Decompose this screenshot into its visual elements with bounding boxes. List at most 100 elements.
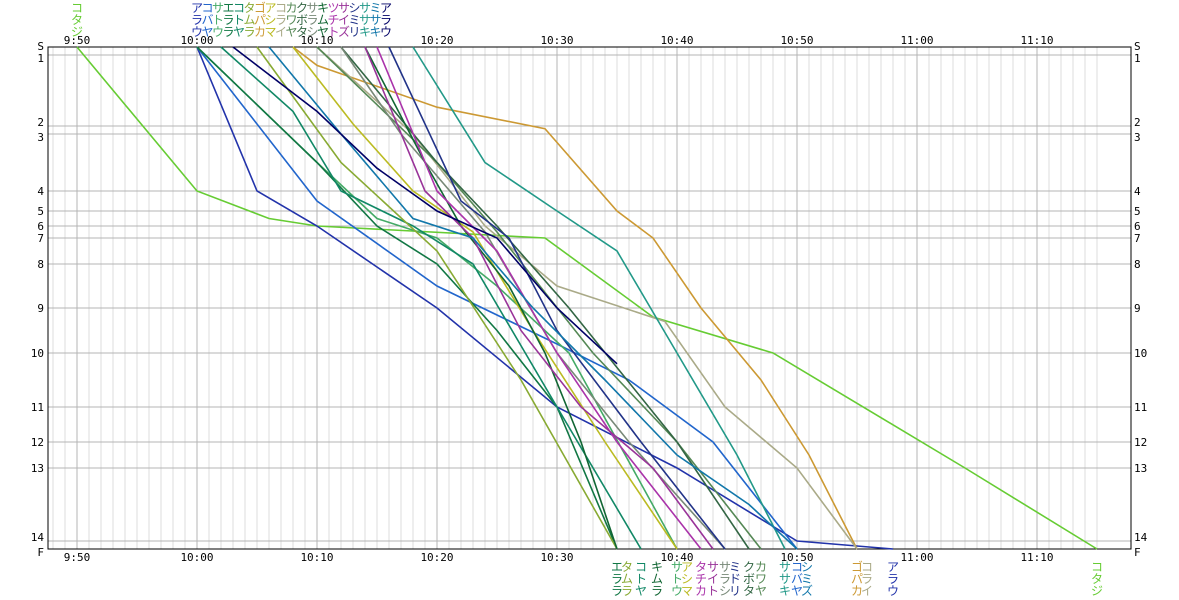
time-tick-label-bottom: 10:00 bbox=[180, 551, 213, 564]
start-name-char: シ bbox=[264, 13, 276, 27]
finish-name-char: シ bbox=[719, 584, 731, 598]
series-line-navy bbox=[232, 46, 618, 365]
start-name-char: イ bbox=[275, 25, 287, 39]
time-tick-label-bottom: 10:20 bbox=[420, 551, 453, 564]
start-name-char: ラ bbox=[243, 25, 255, 39]
time-tick-label-top: 10:40 bbox=[660, 34, 693, 47]
finish-name-char: シ bbox=[681, 572, 693, 586]
start-name-char: キ bbox=[369, 25, 381, 39]
station-label-left: 1 bbox=[37, 52, 44, 65]
start-name-char: マ bbox=[264, 25, 276, 39]
finish-name-char: ゴ bbox=[851, 559, 863, 574]
time-tick-labels: 9:50 9:50 10:00 10:00 10:10 10:10 10:20 10:20 10… bbox=[64, 34, 1054, 564]
finish-name-char: ボ bbox=[743, 572, 755, 586]
start-name-char: サ bbox=[359, 13, 371, 27]
station-label-right: S bbox=[1134, 40, 1141, 53]
finish-name-char: チ bbox=[695, 572, 707, 586]
series-line-koya bbox=[196, 46, 798, 550]
finish-name-char: イ bbox=[861, 584, 873, 598]
start-name-char: キ bbox=[317, 1, 329, 15]
finish-name-char: ラ bbox=[611, 584, 623, 598]
series-line-shimi bbox=[388, 46, 726, 550]
finish-name-char: サ bbox=[779, 560, 791, 574]
station-label-left: 13 bbox=[31, 462, 44, 475]
series-line-shikoya bbox=[268, 46, 798, 550]
grid-lines bbox=[47, 46, 1132, 550]
station-label-left: 7 bbox=[37, 232, 44, 245]
finish-name-char: ワ bbox=[755, 572, 767, 586]
start-name-char: ワ bbox=[285, 13, 297, 27]
start-name-char: ズ bbox=[338, 24, 350, 39]
station-label-left: 11 bbox=[31, 401, 44, 414]
finish-name-char: カ bbox=[755, 560, 767, 574]
station-label-left: 5 bbox=[37, 205, 44, 218]
start-name-char: サ bbox=[212, 1, 224, 15]
start-name-char: カ bbox=[254, 25, 266, 39]
start-name-char: サ bbox=[338, 1, 350, 15]
start-name-char: パ bbox=[254, 13, 266, 27]
series-line-sadoki bbox=[412, 46, 786, 550]
time-tick-label-bottom: 9:50 bbox=[64, 551, 91, 564]
start-name-char: タ bbox=[296, 25, 308, 39]
start-name-char: ボ bbox=[296, 13, 308, 27]
time-tick-label-top: 10:50 bbox=[780, 34, 813, 47]
series-line-kokai bbox=[316, 46, 858, 550]
finish-name-char: ム bbox=[651, 572, 663, 586]
start-name-char: キ bbox=[359, 25, 371, 39]
time-tick-label-top: 9:50 bbox=[64, 34, 91, 47]
time-tick-label-bottom: 11:00 bbox=[900, 551, 933, 564]
start-name-char: シ bbox=[306, 25, 318, 39]
finish-name-char: ラ bbox=[611, 572, 623, 586]
start-name-char: コ bbox=[275, 1, 287, 15]
start-name-char: サ bbox=[306, 1, 318, 15]
start-name-char: ラ bbox=[191, 13, 203, 27]
finish-name-char: パ bbox=[851, 572, 863, 586]
finish-name-char: ラ bbox=[621, 584, 633, 598]
finish-name-char: カ bbox=[851, 584, 863, 598]
station-label-right: 12 bbox=[1134, 436, 1147, 449]
start-name-char: シ bbox=[348, 1, 360, 15]
time-tick-label-top: 11:10 bbox=[1020, 34, 1053, 47]
plot-frame bbox=[47, 46, 1132, 550]
finish-name-char: ラ bbox=[651, 584, 663, 598]
station-label-right: 2 bbox=[1134, 116, 1141, 129]
start-name-char: ヤ bbox=[317, 25, 329, 39]
finish-name-char: ミ bbox=[801, 572, 813, 586]
finish-name-char: マ bbox=[681, 584, 693, 598]
finish-name-char: タ bbox=[1091, 572, 1103, 586]
finish-name-char: ア bbox=[681, 560, 693, 574]
finish-name-char: ヤ bbox=[791, 584, 803, 598]
station-label-right: 6 bbox=[1134, 220, 1141, 233]
time-tick-label-bottom: 11:10 bbox=[1020, 551, 1053, 564]
finish-name-char: タ bbox=[621, 560, 633, 574]
start-name-char: カ bbox=[285, 1, 297, 15]
time-tick-label-bottom: 10:50 bbox=[780, 551, 813, 564]
start-name-char: ク bbox=[296, 1, 308, 15]
finish-name-char: ジ bbox=[1091, 584, 1103, 598]
start-name-char: ラ bbox=[380, 13, 392, 27]
finish-name-char: ア bbox=[887, 560, 899, 574]
finish-name-char: キ bbox=[779, 584, 791, 598]
time-tick-label-top: 10:30 bbox=[540, 34, 573, 47]
time-tick-label-top: 11:00 bbox=[900, 34, 933, 47]
time-tick-label-bottom: 10:30 bbox=[540, 551, 573, 564]
finish-name-columns: コタジアラウコバヤサトウエララコトヤタムラゴパカアシマコライカワヤクボタサラシキ… bbox=[611, 559, 1103, 598]
finish-name-char: タ bbox=[743, 584, 755, 598]
start-name-char: ジ bbox=[71, 25, 83, 39]
start-name-char: ヤ bbox=[285, 25, 297, 39]
start-name-char: ト bbox=[212, 13, 224, 27]
station-label-left: 6 bbox=[37, 220, 44, 233]
series-line-kotaya bbox=[220, 46, 642, 550]
station-label-right: 1 bbox=[1134, 52, 1141, 65]
start-name-columns: アラウコバヤサトウエララコトヤタムラゴパカアシマコライカワヤクボタサラシキムヤツ… bbox=[71, 0, 392, 39]
start-name-char: ゴ bbox=[254, 0, 266, 15]
time-tick-label-bottom: 10:10 bbox=[300, 551, 333, 564]
series-line-sami bbox=[364, 46, 714, 550]
start-name-char: ム bbox=[243, 13, 255, 27]
station-label-right: 13 bbox=[1134, 462, 1147, 475]
series-lines bbox=[76, 46, 1098, 550]
finish-name-char: バ bbox=[791, 572, 803, 586]
station-label-right: F bbox=[1134, 546, 1141, 559]
start-name-char: ア bbox=[380, 1, 392, 15]
finish-name-char: シ bbox=[801, 560, 813, 574]
